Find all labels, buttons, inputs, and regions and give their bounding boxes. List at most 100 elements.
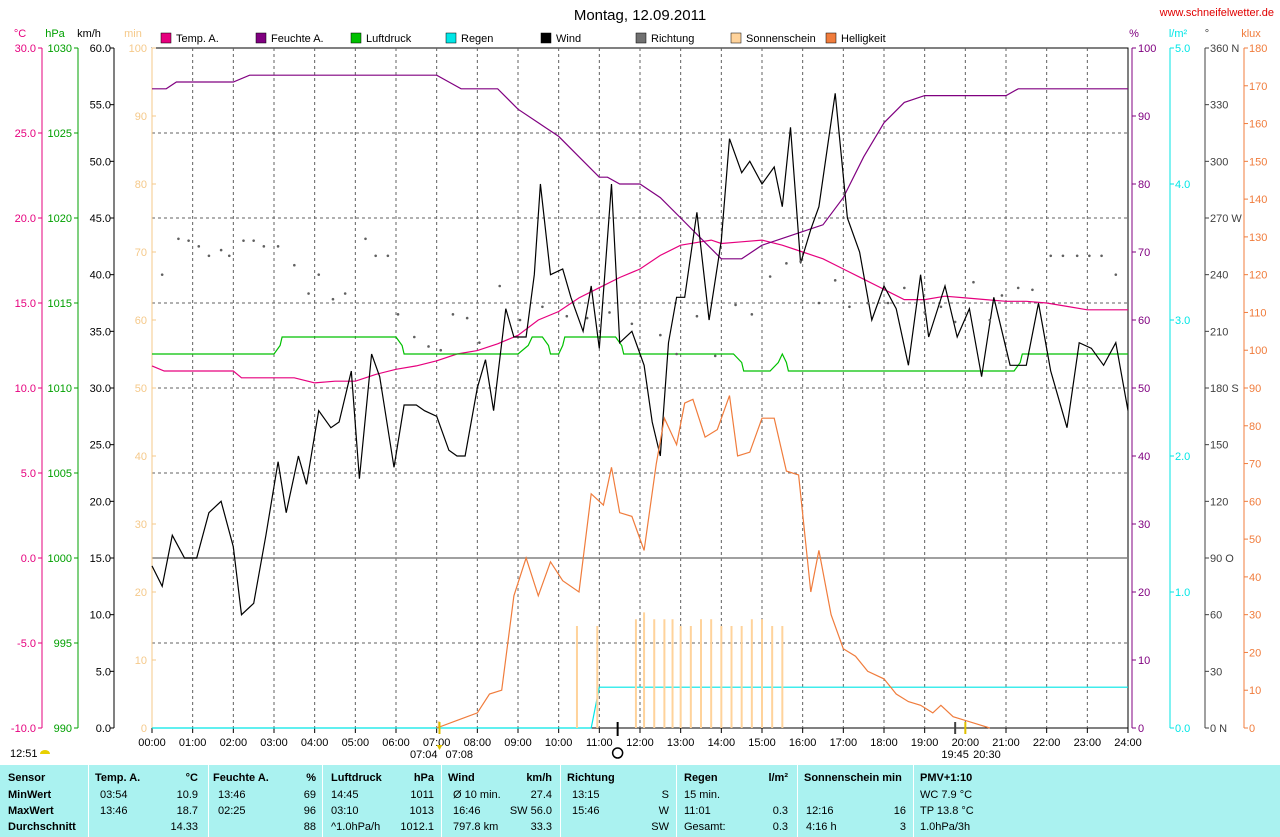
x-tick-label: 04:00 xyxy=(301,737,329,749)
summary-header: Sensor xyxy=(8,772,46,784)
direction-point xyxy=(197,245,201,248)
direction-tick-label: 270 W xyxy=(1210,213,1242,225)
direction-point xyxy=(252,239,255,242)
direction-point xyxy=(1088,254,1091,258)
wind-tick-label: 35.0 xyxy=(90,326,111,338)
rain-desc: 11:01 xyxy=(684,805,711,817)
summary-header: Luftdruck xyxy=(331,772,382,784)
direction-time: 13:15 xyxy=(572,789,600,801)
humidity-time: 02:25 xyxy=(218,805,246,817)
legend-label: Wind xyxy=(556,33,581,45)
luftdruck-line xyxy=(152,336,1128,372)
direction-point xyxy=(187,239,190,242)
direction-point xyxy=(343,292,347,295)
humidity-tick-label: 0 xyxy=(1138,723,1144,735)
x-tick-label: 24:00 xyxy=(1114,737,1142,749)
x-tick-label: 02:00 xyxy=(220,737,248,749)
rain-tick-label: 5.0 xyxy=(1175,43,1190,55)
direction-tick-label: 330 xyxy=(1210,100,1228,112)
direction-point xyxy=(307,292,310,295)
brightness-tick-label: 110 xyxy=(1249,307,1267,319)
weather-chart: Montag, 12.09.2011 www.schneifelwetter.de… xyxy=(10,7,1274,761)
table-divider xyxy=(560,765,561,837)
direction-point xyxy=(219,248,223,252)
direction-tick-label: 120 xyxy=(1210,496,1228,508)
temp-value: 18.7 xyxy=(176,805,198,817)
direction-point xyxy=(833,279,837,282)
temp-time: 03:54 xyxy=(100,789,128,801)
website-label: www.schneifelwetter.de xyxy=(1159,7,1274,19)
temp-tick-label: 5.0 xyxy=(21,468,36,480)
brightness-tick-label: 20 xyxy=(1249,647,1261,659)
wind-tick-label: 15.0 xyxy=(90,553,111,565)
helligkeit-line xyxy=(436,395,990,729)
x-tick-label: 23:00 xyxy=(1074,737,1102,749)
direction-point xyxy=(608,311,611,314)
sunshine-tick-label: 100 xyxy=(129,43,147,55)
wind-value: 33.3 xyxy=(530,821,552,833)
humidity-tick-label: 30 xyxy=(1138,519,1150,531)
direction-point xyxy=(478,341,481,344)
sunshine-desc: 4:16 h xyxy=(806,821,837,833)
direction-point xyxy=(207,254,211,258)
sunshine-tick-label: 30 xyxy=(135,519,147,531)
direction-tick-label: 150 xyxy=(1210,440,1228,452)
sunset-end-label: 20:30 xyxy=(973,749,1001,761)
direction-point xyxy=(734,303,737,307)
direction-point xyxy=(886,301,890,305)
direction-value: W xyxy=(658,805,669,817)
brightness-tick-label: 100 xyxy=(1249,345,1267,357)
brightness-tick-label: 60 xyxy=(1249,496,1261,508)
direction-point xyxy=(276,245,280,248)
brightness-tick-label: 90 xyxy=(1249,383,1261,395)
pressure-axis-unit: hPa xyxy=(45,28,65,40)
humidity-value: 69 xyxy=(303,789,316,801)
legend-label: Luftdruck xyxy=(366,33,412,45)
legend-label: Feuchte A. xyxy=(271,33,324,45)
wind-desc: Ø 10 min. xyxy=(453,789,501,801)
table-divider xyxy=(676,765,677,837)
brightness-tick-label: 30 xyxy=(1249,610,1261,622)
direction-tick-label: 180 S xyxy=(1210,383,1239,395)
direction-point xyxy=(317,273,321,276)
x-tick-label: 08:00 xyxy=(464,737,492,749)
brightness-tick-label: 170 xyxy=(1249,81,1267,93)
legend-label: Sonnenschein xyxy=(746,33,816,45)
brightness-axis-unit: klux xyxy=(1241,28,1261,40)
sunset-label: 19:45 xyxy=(941,749,969,761)
wind-tick-label: 30.0 xyxy=(90,383,111,395)
direction-point xyxy=(439,348,443,352)
humidity-tick-label: 90 xyxy=(1138,111,1150,123)
direction-point xyxy=(659,333,662,337)
wind-tick-label: 10.0 xyxy=(90,610,111,622)
direction-point xyxy=(541,305,544,309)
sunshine-tick-label: 40 xyxy=(135,451,147,463)
sunshine-tick-label: 10 xyxy=(135,655,147,667)
x-tick-label: 22:00 xyxy=(1033,737,1061,749)
direction-point xyxy=(750,313,754,316)
pressure-value: 1013 xyxy=(409,805,434,817)
direction-point xyxy=(1016,286,1020,290)
x-tick-label: 20:00 xyxy=(952,737,980,749)
wind-tick-label: 60.0 xyxy=(90,43,111,55)
direction-point xyxy=(848,305,851,309)
humidity-value: 96 xyxy=(303,805,316,817)
direction-point xyxy=(799,260,802,263)
humidity-tick-label: 60 xyxy=(1138,315,1150,327)
direction-point xyxy=(1061,254,1065,258)
sunshine-tick-label: 70 xyxy=(135,247,147,259)
direction-point xyxy=(1114,273,1118,276)
brightness-tick-label: 130 xyxy=(1249,232,1267,244)
x-tick-label: 07:00 xyxy=(423,737,451,749)
humidity-tick-label: 50 xyxy=(1138,383,1150,395)
direction-point xyxy=(675,352,678,356)
direction-tick-label: 30 xyxy=(1210,666,1222,678)
sunshine-value: 3 xyxy=(899,821,906,833)
sun-rise-icon xyxy=(40,750,50,754)
summary-header: Richtung xyxy=(567,772,615,784)
wind-axis-unit: km/h xyxy=(77,28,101,40)
direction-point xyxy=(1031,288,1034,292)
wind-desc: 797.8 km xyxy=(453,821,499,833)
direction-point xyxy=(713,354,717,358)
direction-point xyxy=(364,237,367,241)
